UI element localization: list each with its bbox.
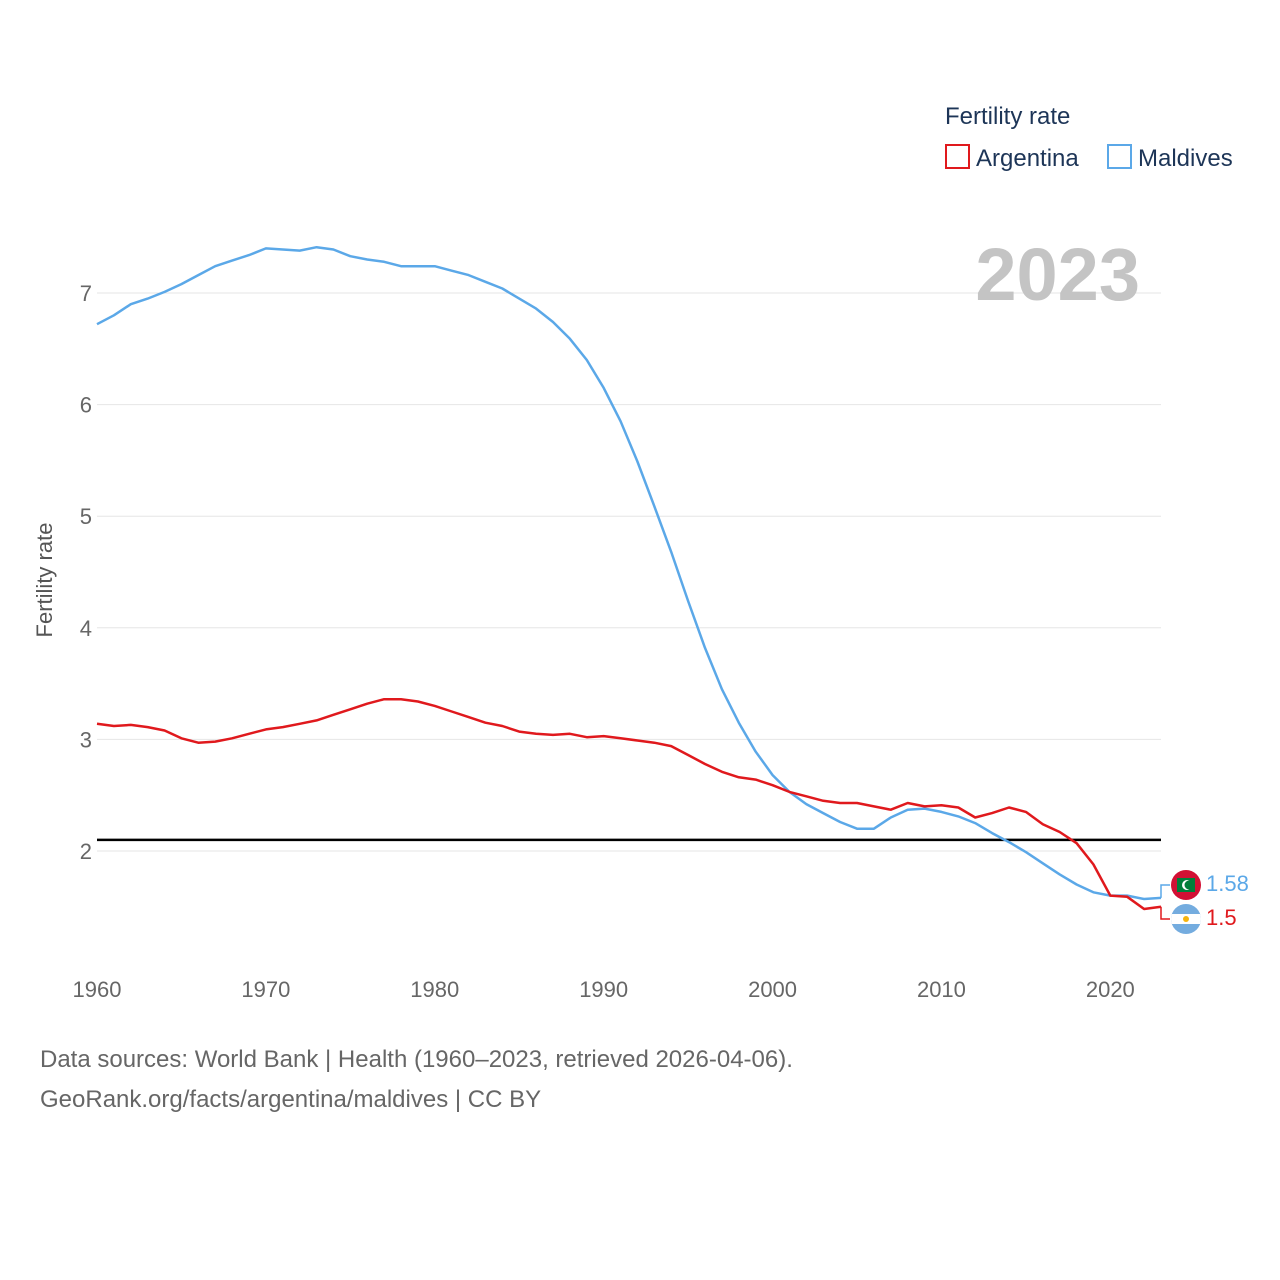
x-tick-label: 1970: [241, 977, 290, 1002]
y-tick-label: 6: [80, 393, 92, 418]
end-connector-argentina: [1160, 906, 1170, 920]
end-label-maldives: 1.58: [1206, 871, 1249, 896]
y-tick-label: 4: [80, 616, 92, 641]
series-line-argentina[interactable]: [96, 697, 1162, 911]
y-tick-label: 3: [80, 727, 92, 752]
argentina-flag-icon: [1171, 904, 1201, 934]
grid-lines: [97, 292, 1161, 852]
end-markers: 1.58 1.5: [1160, 870, 1249, 934]
x-tick-label: 1980: [410, 977, 459, 1002]
y-axis-ticks: 2 3 4 5 6 7: [80, 281, 92, 864]
line-chart: 2 3 4 5 6 7 1960 1970 1980 1990 2000 2010 2020 Fert…: [32, 103, 1249, 1002]
series-lines: [96, 245, 1162, 911]
x-tick-label: 2010: [917, 977, 966, 1002]
y-tick-label: 7: [80, 281, 92, 306]
x-tick-label: 2000: [748, 977, 797, 1002]
end-label-argentina: 1.5: [1206, 905, 1237, 930]
source-notes: Data sources: World Bank | Health (1960–…: [40, 1040, 793, 1120]
legend-swatch-argentina: [945, 144, 970, 169]
source-url-line[interactable]: GeoRank.org/facts/argentina/maldives | C…: [40, 1086, 542, 1113]
y-axis-label: Fertility rate: [32, 523, 57, 638]
end-connector-maldives: [1160, 884, 1170, 898]
series-line-maldives[interactable]: [96, 245, 1162, 901]
legend: Fertility rate Argentina Maldives: [945, 103, 1233, 172]
x-tick-label: 1960: [73, 977, 122, 1002]
x-tick-label: 1990: [579, 977, 628, 1002]
legend-swatch-maldives: [1107, 144, 1132, 169]
maldives-flag-icon: [1171, 870, 1201, 900]
source-line: Data sources: World Bank | Health (1960–…: [40, 1046, 793, 1073]
x-axis-ticks: 1960 1970 1980 1990 2000 2010 2020: [73, 977, 1135, 1002]
legend-title: Fertility rate: [945, 103, 1070, 130]
y-tick-label: 2: [80, 839, 92, 864]
legend-label-maldives[interactable]: Maldives: [1138, 145, 1233, 172]
x-tick-label: 2020: [1086, 977, 1135, 1002]
y-tick-label: 5: [80, 504, 92, 529]
legend-label-argentina[interactable]: Argentina: [976, 145, 1079, 172]
highlight-year: 2023: [975, 233, 1140, 316]
